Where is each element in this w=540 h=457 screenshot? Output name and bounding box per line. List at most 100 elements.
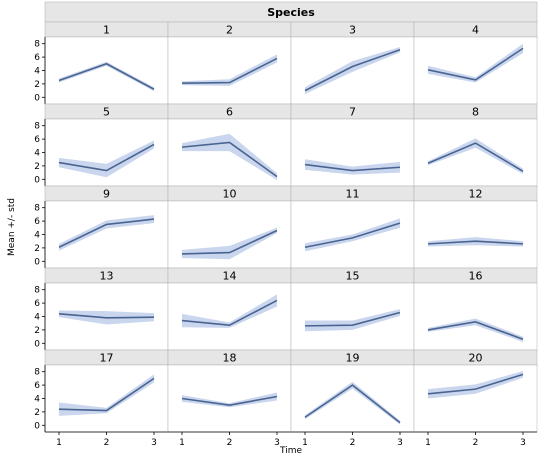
facet-panel-19: 19 1 2 3 [290,349,415,448]
mean-line [304,48,401,92]
std-band [59,374,154,416]
y-tick-label: 4 [34,149,40,159]
mean-line [181,57,278,85]
facet-panel-5: 5 0 2 4 6 8 [34,103,169,187]
mean-line [427,47,524,81]
x-tick-label: 2 [104,438,110,448]
facet-label: 6 [226,106,233,119]
x-tick-label: 2 [473,438,479,448]
y-tick-label: 0 [34,257,40,267]
facet-label: 11 [346,188,360,201]
y-tick-label: 8 [34,204,40,214]
facet-panel-3: 3 [290,21,415,105]
facet-plot-area [413,118,538,187]
facet-panel-18: 18 1 2 3 [167,349,292,448]
std-band [59,215,154,251]
y-axis-label: Mean +/- std [7,198,17,256]
facet-panel-14: 14 [167,267,292,351]
mean-line [58,377,155,412]
y-tick-label: 0 [34,175,40,185]
mean-line [304,311,401,327]
facet-plot-area [44,200,169,269]
x-tick-label: 2 [227,438,233,448]
facet-label: 4 [472,24,479,37]
facet-panel-2: 2 [167,21,292,105]
facet-plot-area [44,364,169,433]
facet-plot-area [290,364,415,433]
x-tick-label: 1 [425,438,431,448]
facet-plot-area [44,36,169,105]
facet-label: 8 [472,106,479,119]
facet-panel-1: 1 0 2 4 6 8 [34,21,169,105]
facet-panel-13: 13 0 2 4 6 8 [34,267,169,351]
facet-label: 12 [469,188,483,201]
mean-line [427,373,524,395]
facet-label: 10 [223,188,237,201]
x-tick-label: 1 [56,438,62,448]
facet-label: 2 [226,24,233,37]
facet-plot-area [167,36,292,105]
facet-plot-area [413,200,538,269]
y-tick-label: 2 [34,408,40,418]
y-tick-label: 0 [34,339,40,349]
y-tick-label: 2 [34,244,40,254]
chart-title: Species [267,6,315,19]
y-tick-label: 6 [34,217,40,227]
facet-panel-6: 6 [167,103,292,187]
facet-panel-16: 16 [413,267,538,351]
y-tick-label: 6 [34,381,40,391]
facet-panel-7: 7 [290,103,415,187]
y-tick-label: 4 [34,395,40,405]
y-tick-label: 8 [34,40,40,50]
facet-label: 7 [349,106,356,119]
mean-line [58,218,155,248]
x-tick-label: 1 [302,438,308,448]
y-tick-label: 6 [34,299,40,309]
mean-line [58,313,155,319]
facet-label: 14 [223,270,237,283]
y-tick-label: 4 [34,231,40,241]
facet-label: 1 [103,24,110,37]
mean-line [181,299,278,327]
facet-plot-area [290,118,415,187]
facet-panel-8: 8 [413,103,538,187]
facet-label: 19 [346,352,360,365]
facet-label: 17 [100,352,114,365]
facet-panel-12: 12 [413,185,538,269]
mean-line [181,229,278,255]
facet-label: 3 [349,24,356,37]
y-tick-label: 8 [34,122,40,132]
facet-panel-10: 10 [167,185,292,269]
mean-line [304,163,401,172]
facet-panel-4: 4 [413,21,538,105]
x-tick-label: 1 [179,438,185,448]
y-tick-label: 6 [34,53,40,63]
mean-line [181,141,278,178]
mean-line [304,384,401,424]
mean-line [427,321,524,341]
main-title-strip: Species [44,1,538,23]
facet-panel-11: 11 [290,185,415,269]
facet-panel-20: 20 1 2 3 [413,349,538,448]
x-axis-label: Time [279,446,302,456]
mean-line [427,142,524,172]
y-tick-label: 0 [34,93,40,103]
std-band [182,392,277,408]
x-tick-label: 3 [520,438,526,448]
std-band [305,159,400,175]
std-band [428,43,523,83]
mean-line [58,62,155,90]
facet-label: 18 [223,352,237,365]
facet-label: 20 [469,352,483,365]
x-tick-label: 3 [397,438,403,448]
x-tick-label: 3 [274,438,280,448]
facet-label: 5 [103,106,110,119]
y-tick-label: 8 [34,286,40,296]
mean-line [181,395,278,407]
y-tick-label: 2 [34,162,40,172]
std-band [182,294,277,328]
std-band [428,318,523,342]
y-tick-label: 6 [34,135,40,145]
